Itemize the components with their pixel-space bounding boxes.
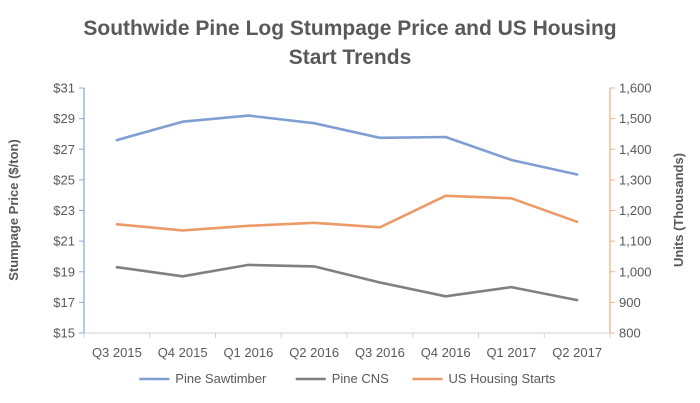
x-axis-tick-label: Q4 2016 [421,345,471,360]
x-axis-tick-label: Q1 2017 [486,345,536,360]
right-axis-tick-label: 1,100 [619,234,652,249]
right-axis-tick-label: 1,600 [619,81,652,96]
left-axis-tick-label: $21 [53,234,75,249]
left-axis-tick-label: $27 [53,142,75,157]
left-axis-title: Stumpage Price ($/ton) [6,139,21,281]
legend: Pine Sawtimber Pine CNS US Housing Starts [139,371,556,386]
right-axis-tick-label: 800 [619,326,641,341]
left-axis-tick-label: $17 [53,295,75,310]
legend-label-pine-sawtimber: Pine Sawtimber [175,371,267,386]
series-line-pine-cns [115,263,579,302]
series-line-pine-sawtimber [115,114,579,176]
legend-label-us-housing-starts: US Housing Starts [449,371,556,386]
plot-area: $15 $17 $19 $21 $23 $25 $27 $29 $31 800 900 1,000 1,… [53,81,651,361]
x-axis-tick-label: Q4 2015 [158,345,208,360]
right-axis-tick-label: 1,200 [619,203,652,218]
legend-label-pine-cns: Pine CNS [332,371,389,386]
left-axis-tick-label: $15 [53,326,75,341]
right-axis-tick-label: 1,000 [619,264,652,279]
right-axis-title: Units (Thousands) [671,153,686,267]
right-axis-tick-label: 900 [619,295,641,310]
left-axis-tick-label: $31 [53,81,75,96]
x-axis-tick-label: Q2 2016 [289,345,339,360]
chart-title-line-2: Start Trends [289,46,412,69]
right-axis-tick-label: 1,500 [619,111,652,126]
right-axis-tick-label: 1,400 [619,142,652,157]
left-axis-tick-label: $19 [53,264,75,279]
left-axis-tick-label: $25 [53,172,75,187]
x-axis-tick-label: Q1 2016 [223,345,273,360]
x-axis-tick-label: Q3 2015 [92,345,142,360]
left-axis-tick-label: $23 [53,203,75,218]
left-axis-tick-label: $29 [53,111,75,126]
x-axis-tick-label: Q3 2016 [355,345,405,360]
right-axis-tick-label: 1,300 [619,172,652,187]
x-axis-tick-label: Q2 2017 [552,345,602,360]
series-line-us-housing-starts [115,194,579,232]
chart-title-line-1: Southwide Pine Log Stumpage Price and US… [83,17,616,40]
